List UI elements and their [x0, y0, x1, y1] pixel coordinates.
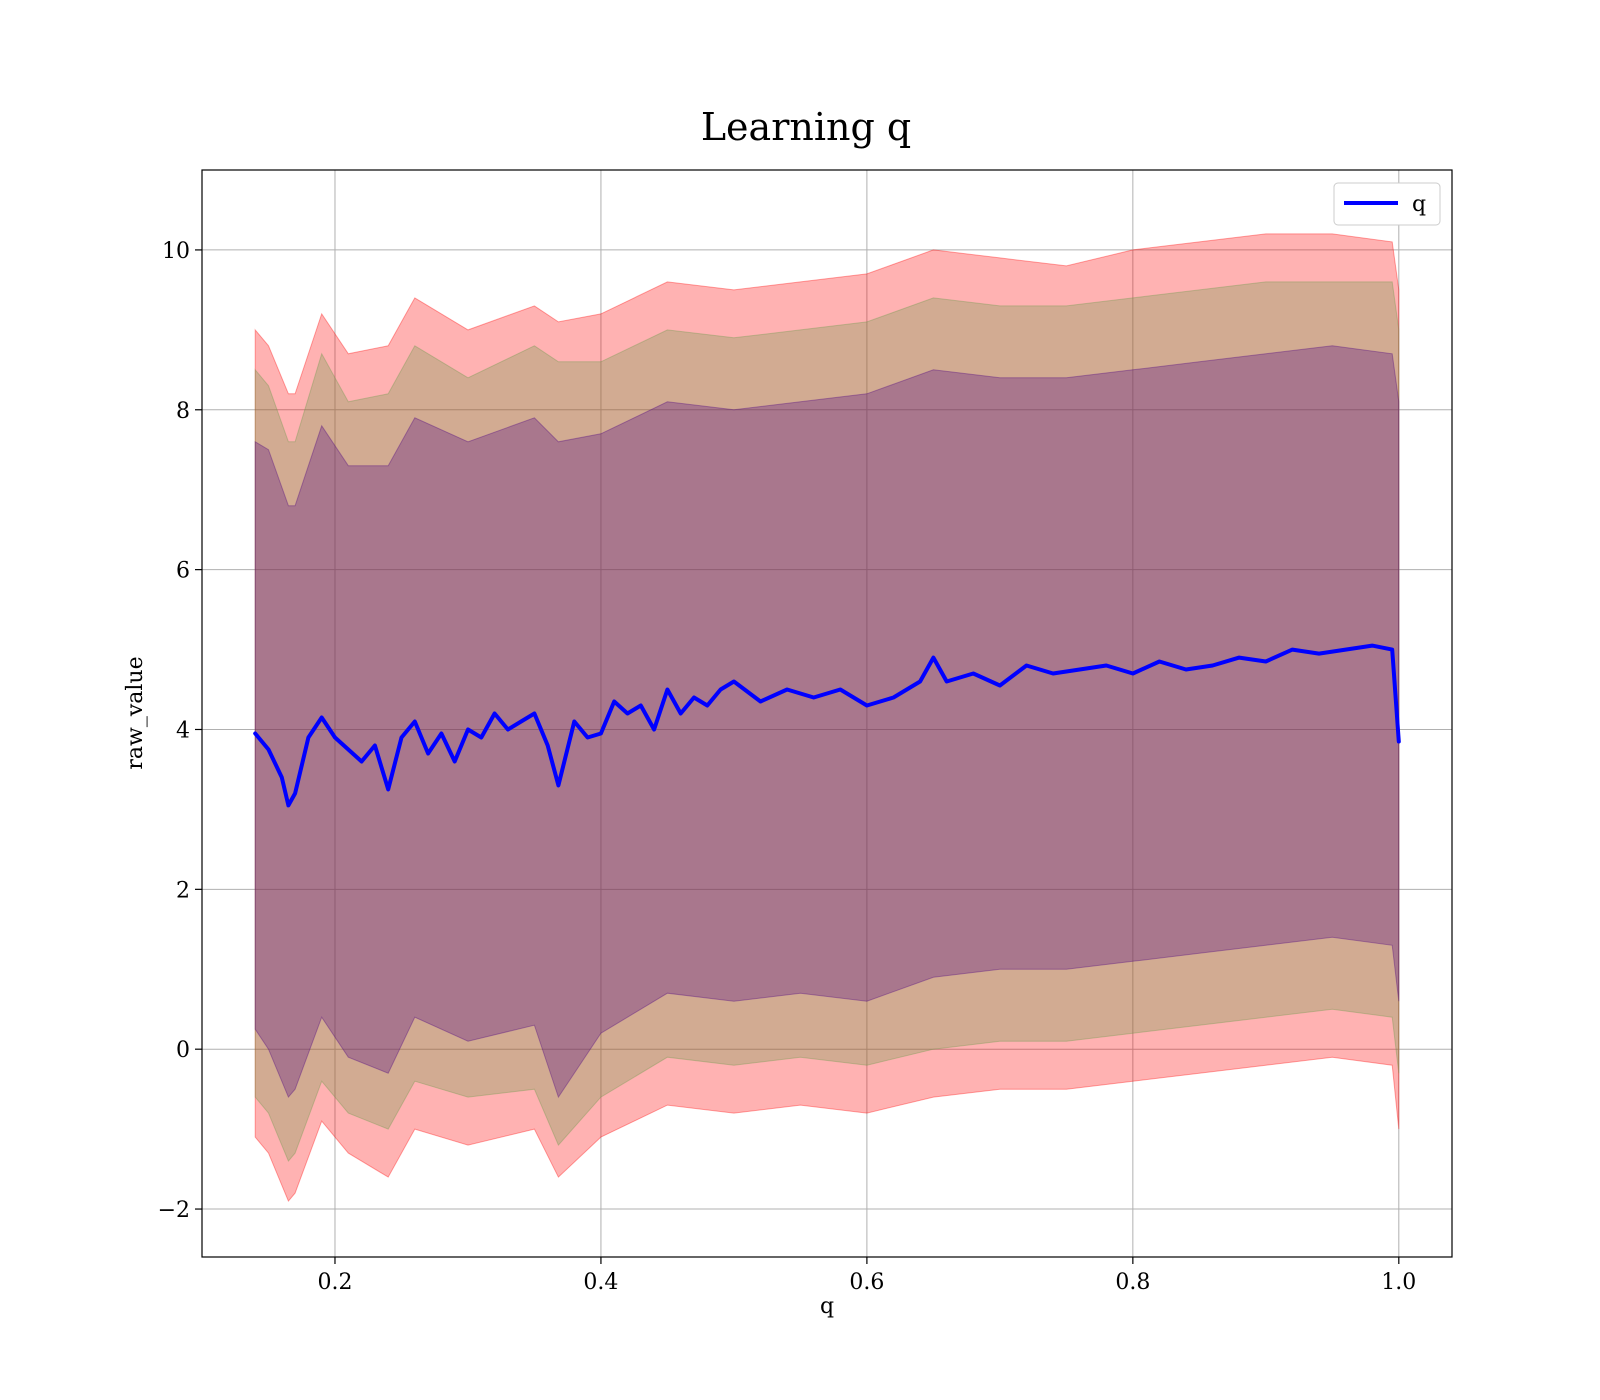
- line-layer: [253, 643, 1401, 808]
- chart-title: Learning q: [701, 105, 911, 149]
- y-tick-label: 4: [176, 718, 190, 743]
- x-tick-label: 1.0: [1381, 1270, 1416, 1295]
- band-outer: [254, 233, 1400, 1203]
- series-line-q: [253, 643, 1401, 808]
- y-tick-label: 2: [176, 878, 190, 903]
- band-middle: [254, 281, 1400, 1163]
- y-tick-label: 8: [176, 399, 190, 424]
- y-tick-label: 0: [176, 1038, 190, 1063]
- x-tick-label: 0.8: [1115, 1270, 1150, 1295]
- y-axis-title: raw_value: [123, 656, 148, 769]
- y-tick-label: 10: [162, 239, 190, 264]
- legend-label-q: q: [1412, 192, 1426, 217]
- x-axis-title: q: [820, 1294, 834, 1319]
- plot-area-frame: [201, 169, 1453, 1258]
- x-tick-label: 0.4: [583, 1270, 618, 1295]
- tick-layer: 0.2 0.4 0.6 0.8 1.0 −2 0 2 4 6 8 10: [158, 239, 1417, 1295]
- x-tick-label: 0.6: [849, 1270, 884, 1295]
- x-tick-label: 0.2: [317, 1270, 352, 1295]
- y-tick-label: 6: [176, 559, 190, 584]
- y-tick-label: −2: [158, 1198, 190, 1223]
- legend: q: [1333, 182, 1441, 226]
- band-layer: [254, 233, 1400, 1203]
- band-inner: [254, 345, 1400, 1099]
